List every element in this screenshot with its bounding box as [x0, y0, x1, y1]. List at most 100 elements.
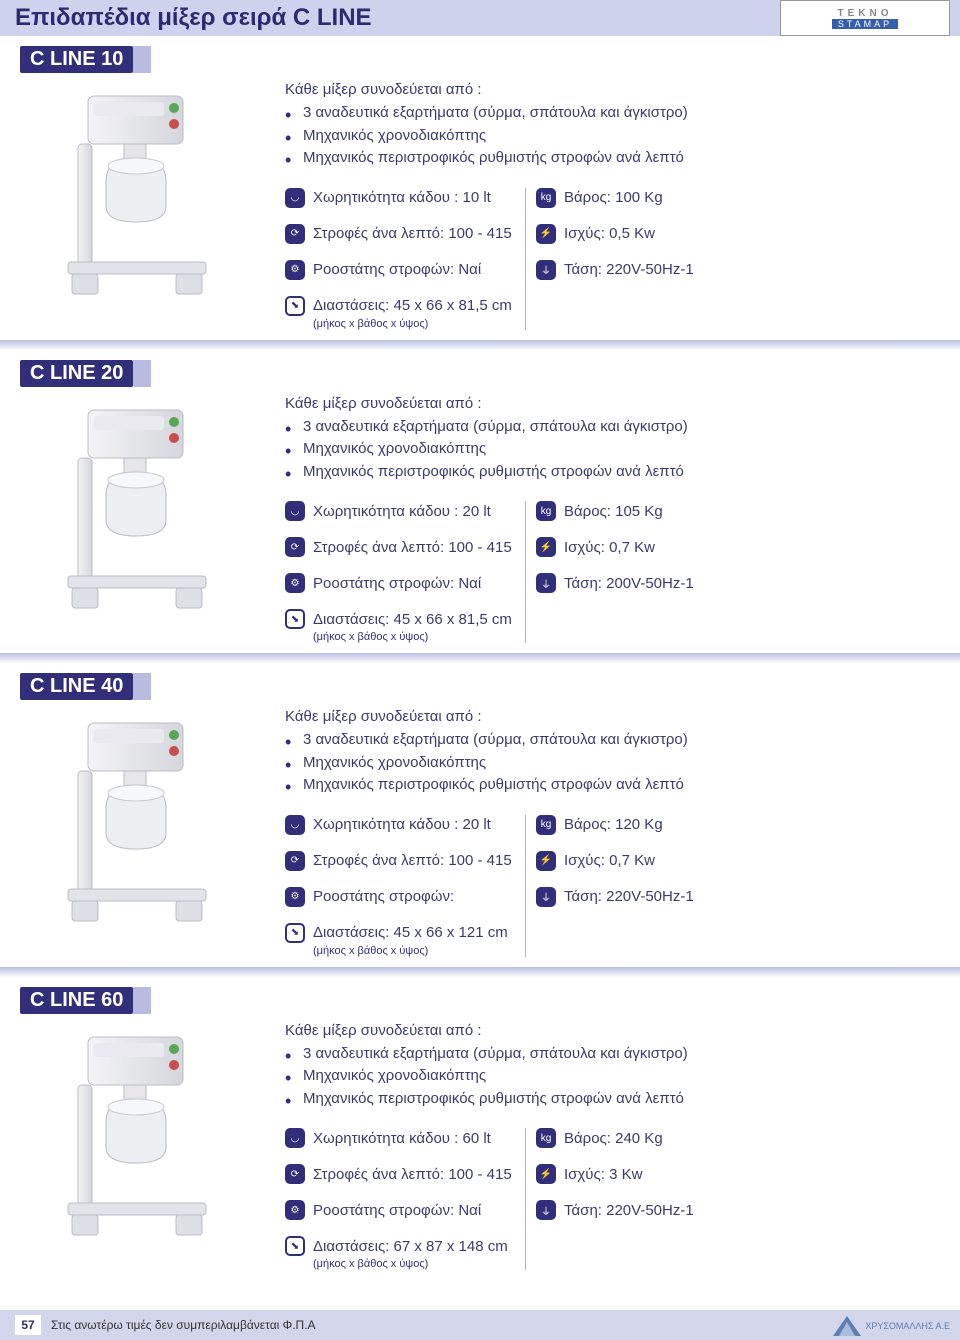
- feature-bullet: Μηχανικός περιστροφικός ρυθμιστής στροφώ…: [285, 1088, 940, 1111]
- voltage-label: Τάση: 220V-50Hz-1: [564, 1202, 694, 1219]
- feature-bullet: Μηχανικός χρονοδιακόπτης: [285, 1065, 940, 1088]
- power-icon: ⚡: [536, 1164, 556, 1184]
- speed-icon: ⟳: [285, 851, 305, 871]
- plug-icon: ⏚: [536, 260, 556, 280]
- model-tab: C LINE 60: [20, 987, 133, 1014]
- weight-icon: kg: [536, 815, 556, 835]
- intro-line: Κάθε μίξερ συνοδεύεται από :: [285, 1022, 940, 1039]
- dims-label: Διαστάσεις: 67 x 87 x 148 cm: [313, 1238, 508, 1255]
- feature-bullet: Μηχανικός περιστροφικός ρυθμιστής στροφώ…: [285, 774, 940, 797]
- brand-logo: TEKNO STAMAP: [780, 0, 950, 36]
- bowl-icon: ◡: [285, 1128, 305, 1148]
- product-info: Κάθε μίξερ συνοδεύεται από : 3 αναδευτικ…: [255, 708, 940, 957]
- feature-bullet: Μηχανικός χρονοδιακόπτης: [285, 438, 940, 461]
- intro-line: Κάθε μίξερ συνοδεύεται από :: [285, 395, 940, 412]
- weight-icon: kg: [536, 188, 556, 208]
- power-label: Ισχύς: 3 Kw: [564, 1166, 642, 1183]
- bowl-icon: ◡: [285, 815, 305, 835]
- dimensions-icon: ⬊: [285, 296, 305, 316]
- product-image: [20, 81, 255, 311]
- product-list: C LINE 10 Κάθε μίξερ συνοδεύεται από : 3…: [0, 36, 960, 1280]
- dims-label: Διαστάσεις: 45 x 66 x 81,5 cm: [313, 297, 512, 314]
- spec-dims: ⬊ Διαστάσεις: 45 x 66 x 81,5 cm: [285, 296, 525, 316]
- model-tab: C LINE 40: [20, 673, 133, 700]
- intro-line: Κάθε μίξερ συνοδεύεται από :: [285, 81, 940, 98]
- power-label: Ισχύς: 0,7 Kw: [564, 852, 655, 869]
- spec-weight: kg Βάρος: 120 Kg: [536, 815, 940, 835]
- spec-power: ⚡ Ισχύς: 3 Kw: [536, 1164, 940, 1184]
- spec-rheostat: ⚙ Ροοστάτης στροφών:: [285, 887, 525, 907]
- rheostat-label: Ροοστάτης στροφών: Ναί: [313, 261, 481, 278]
- spec-voltage: ⏚ Τάση: 220V-50Hz-1: [536, 260, 940, 280]
- spec-col-right: kg Βάρος: 100 Kg ⚡ Ισχύς: 0,5 Kw ⏚ Τάση:…: [525, 188, 940, 330]
- spec-capacity: ◡ Χωρητικότητα κάδου : 60 lt: [285, 1128, 525, 1148]
- spec-rpm: ⟳ Στροφές άνα λεπτό: 100 - 415: [285, 1164, 525, 1184]
- model-tab: C LINE 20: [20, 360, 133, 387]
- page-title: Επιδαπέδια μίξερ σειρά C LINE: [15, 4, 372, 32]
- rheostat-label: Ροοστάτης στροφών: Ναί: [313, 575, 481, 592]
- product-image: [20, 708, 255, 938]
- dimensions-icon: ⬊: [285, 923, 305, 943]
- bowl-icon: ◡: [285, 501, 305, 521]
- feature-bullet: 3 αναδευτικά εξαρτήματα (σύρμα, σπάτουλα…: [285, 1043, 940, 1066]
- page-number: 57: [15, 1315, 41, 1335]
- distributor-logo: ΧΡΥΣΟΜΑΛΛΗΣ Α.Ε: [830, 1314, 950, 1338]
- dimensions-icon: ⬊: [285, 1236, 305, 1256]
- power-icon: ⚡: [536, 224, 556, 244]
- product-block: C LINE 40 Κάθε μίξερ συνοδεύεται από : 3…: [0, 663, 960, 967]
- weight-label: Βάρος: 120 Kg: [564, 816, 663, 833]
- dial-icon: ⚙: [285, 260, 305, 280]
- product-info: Κάθε μίξερ συνοδεύεται από : 3 αναδευτικ…: [255, 1022, 940, 1271]
- product-info: Κάθε μίξερ συνοδεύεται από : 3 αναδευτικ…: [255, 395, 940, 644]
- model-tab: C LINE 10: [20, 46, 133, 73]
- capacity-label: Χωρητικότητα κάδου : 20 lt: [313, 816, 491, 833]
- spec-voltage: ⏚ Τάση: 220V-50Hz-1: [536, 1200, 940, 1220]
- spec-capacity: ◡ Χωρητικότητα κάδου : 10 lt: [285, 188, 525, 208]
- spec-weight: kg Βάρος: 105 Kg: [536, 501, 940, 521]
- power-label: Ισχύς: 0,5 Kw: [564, 225, 655, 242]
- feature-bullet: 3 αναδευτικά εξαρτήματα (σύρμα, σπάτουλα…: [285, 416, 940, 439]
- spec-capacity: ◡ Χωρητικότητα κάδου : 20 lt: [285, 815, 525, 835]
- capacity-label: Χωρητικότητα κάδου : 10 lt: [313, 189, 491, 206]
- feature-list: 3 αναδευτικά εξαρτήματα (σύρμα, σπάτουλα…: [285, 1043, 940, 1111]
- spec-power: ⚡ Ισχύς: 0,7 Kw: [536, 851, 940, 871]
- spec-dims: ⬊ Διαστάσεις: 45 x 66 x 81,5 cm: [285, 609, 525, 629]
- dial-icon: ⚙: [285, 573, 305, 593]
- spec-col-left: ◡ Χωρητικότητα κάδου : 20 lt ⟳ Στροφές ά…: [285, 501, 525, 643]
- power-icon: ⚡: [536, 537, 556, 557]
- weight-icon: kg: [536, 1128, 556, 1148]
- rpm-label: Στροφές άνα λεπτό: 100 - 415: [313, 539, 512, 556]
- power-icon: ⚡: [536, 851, 556, 871]
- brand-line2: STAMAP: [832, 19, 898, 29]
- rpm-label: Στροφές άνα λεπτό: 100 - 415: [313, 852, 512, 869]
- section-separator: [0, 340, 960, 350]
- spec-col-left: ◡ Χωρητικότητα κάδου : 60 lt ⟳ Στροφές ά…: [285, 1128, 525, 1270]
- voltage-label: Τάση: 220V-50Hz-1: [564, 888, 694, 905]
- capacity-label: Χωρητικότητα κάδου : 20 lt: [313, 503, 491, 520]
- product-block: C LINE 10 Κάθε μίξερ συνοδεύεται από : 3…: [0, 36, 960, 340]
- spec-dims: ⬊ Διαστάσεις: 45 x 66 x 121 cm: [285, 923, 525, 943]
- feature-bullet: Μηχανικός χρονοδιακόπτης: [285, 752, 940, 775]
- power-label: Ισχύς: 0,7 Kw: [564, 539, 655, 556]
- bowl-icon: ◡: [285, 188, 305, 208]
- section-separator: [0, 967, 960, 977]
- voltage-label: Τάση: 200V-50Hz-1: [564, 575, 694, 592]
- spec-rheostat: ⚙ Ροοστάτης στροφών: Ναί: [285, 1200, 525, 1220]
- spec-voltage: ⏚ Τάση: 200V-50Hz-1: [536, 573, 940, 593]
- dims-sublabel: (μήκος x βάθος x ύψος): [313, 318, 525, 330]
- spec-col-left: ◡ Χωρητικότητα κάδου : 20 lt ⟳ Στροφές ά…: [285, 815, 525, 957]
- dims-label: Διαστάσεις: 45 x 66 x 121 cm: [313, 924, 508, 941]
- dims-sublabel: (μήκος x βάθος x ύψος): [313, 1258, 525, 1270]
- product-block: C LINE 20 Κάθε μίξερ συνοδεύεται από : 3…: [0, 350, 960, 654]
- spec-col-right: kg Βάρος: 120 Kg ⚡ Ισχύς: 0,7 Kw ⏚ Τάση:…: [525, 815, 940, 957]
- intro-line: Κάθε μίξερ συνοδεύεται από :: [285, 708, 940, 725]
- rheostat-label: Ροοστάτης στροφών:: [313, 888, 454, 905]
- dims-sublabel: (μήκος x βάθος x ύψος): [313, 945, 525, 957]
- plug-icon: ⏚: [536, 573, 556, 593]
- spec-weight: kg Βάρος: 100 Kg: [536, 188, 940, 208]
- feature-bullet: 3 αναδευτικά εξαρτήματα (σύρμα, σπάτουλα…: [285, 729, 940, 752]
- dims-sublabel: (μήκος x βάθος x ύψος): [313, 631, 525, 643]
- speed-icon: ⟳: [285, 537, 305, 557]
- footer-note: Στις ανωτέρω τιμές δεν συμπεριλαμβάνεται…: [51, 1318, 316, 1332]
- spec-col-right: kg Βάρος: 105 Kg ⚡ Ισχύς: 0,7 Kw ⏚ Τάση:…: [525, 501, 940, 643]
